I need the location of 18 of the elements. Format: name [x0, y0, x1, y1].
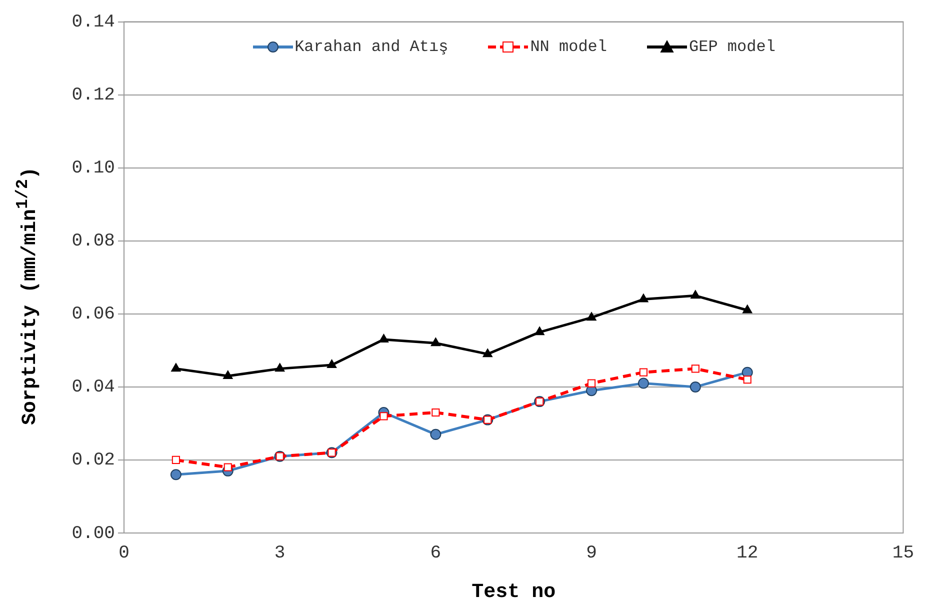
y-tick-label: 0.14: [72, 12, 115, 33]
x-tick-label: 12: [736, 544, 758, 564]
y-tick-label: 0.02: [72, 450, 115, 471]
x-tick-label: 3: [274, 544, 286, 564]
x-tick-label: 15: [892, 544, 914, 564]
y-tick-label: 0.10: [72, 158, 115, 179]
x-tick-label: 9: [586, 544, 597, 564]
legend-label: Karahan and Atış: [294, 38, 448, 56]
legend-label: GEP model: [689, 38, 776, 56]
x-tick-label: 0: [118, 544, 130, 564]
y-tick-label: 0.04: [72, 378, 115, 398]
legend-label: NN model: [530, 38, 607, 56]
y-tick-label: 0.00: [72, 524, 115, 544]
x-axis-title: Test no: [472, 581, 556, 604]
y-tick-label: 0.12: [72, 86, 115, 106]
y-tick-label: 0.06: [72, 304, 115, 325]
y-tick-label: 0.08: [72, 232, 115, 252]
x-tick-label: 6: [430, 544, 442, 564]
